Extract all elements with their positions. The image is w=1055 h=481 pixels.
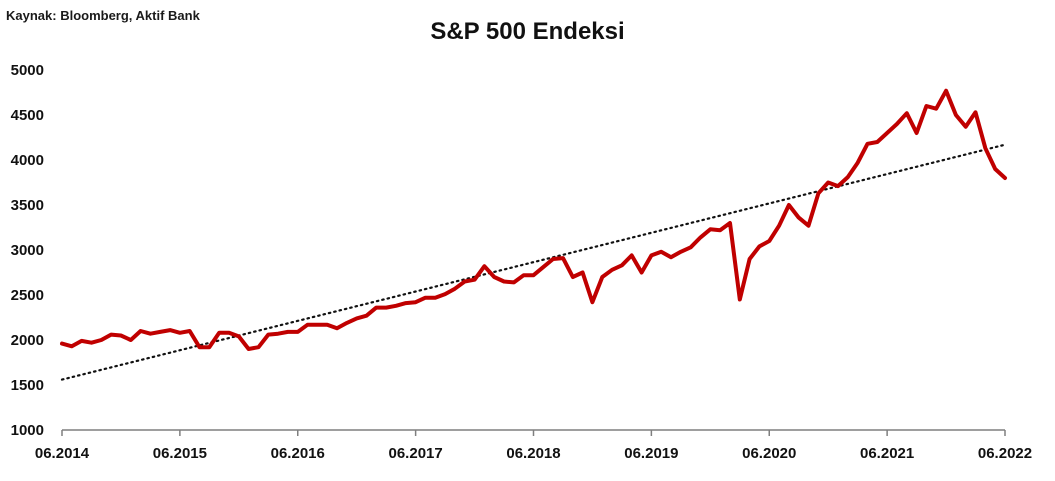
chart-title: S&P 500 Endeksi (430, 18, 625, 45)
x-tick-label: 06.2015 (153, 445, 207, 462)
series-layer (60, 88, 1007, 381)
x-tick-label: 06.2018 (506, 445, 560, 462)
x-tick-label: 06.2020 (742, 445, 796, 462)
y-axis-labels: 1000 1500 2000 2500 3000 3500 4000 4500 5000 (11, 62, 44, 439)
y-tick-label: 1500 (11, 377, 44, 394)
y-tick-label: 1000 (11, 422, 44, 439)
x-tick-label: 06.2021 (860, 445, 914, 462)
y-tick-label: 3000 (11, 242, 44, 259)
x-tick-label: 06.2022 (978, 445, 1032, 462)
index-line (60, 88, 1007, 351)
y-tick-label: 5000 (11, 62, 44, 79)
x-tick-label: 06.2016 (271, 445, 325, 462)
source-note: Kaynak: Bloomberg, Aktif Bank (6, 8, 200, 23)
y-tick-label: 4500 (11, 107, 44, 124)
y-tick-label: 2500 (11, 287, 44, 304)
y-tick-label: 3500 (11, 197, 44, 214)
trend-line (60, 143, 1007, 381)
y-tick-label: 2000 (11, 332, 44, 349)
x-tick-label: 06.2014 (35, 445, 90, 462)
x-axis: 06.2014 06.2015 06.2016 06.2017 06.2018 06.20… (35, 429, 1032, 462)
x-tick-label: 06.2017 (389, 445, 443, 462)
x-tick-label: 06.2019 (624, 445, 678, 462)
y-tick-label: 4000 (11, 152, 44, 169)
